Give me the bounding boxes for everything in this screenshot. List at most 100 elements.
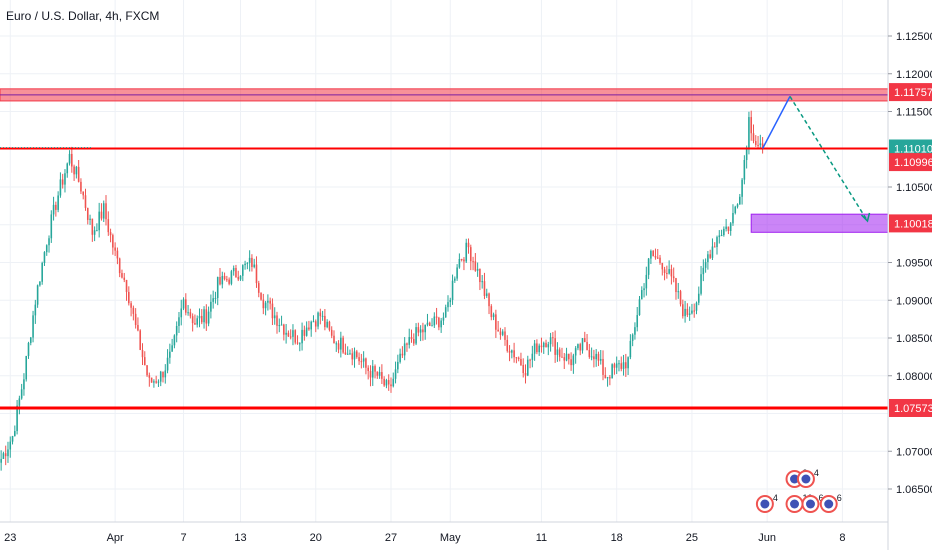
candle-body (324, 315, 326, 328)
candle-body (545, 342, 547, 348)
candle-body (757, 144, 759, 146)
candle-body (232, 267, 235, 272)
support-price-tag: 1.07573 (889, 398, 932, 417)
candle-body (611, 364, 613, 379)
candle-body (515, 357, 518, 359)
candle-body (381, 372, 383, 379)
candle-body (465, 242, 468, 262)
candle-body (666, 272, 668, 274)
candle-body (16, 405, 18, 432)
price-tick-label: 1.09500 (896, 258, 932, 270)
candle-body (695, 302, 698, 311)
candle-body (759, 143, 762, 146)
time-tick-label: 25 (686, 532, 698, 544)
candle-body (280, 324, 283, 326)
time-tick-label: 7 (180, 532, 186, 544)
secondary-price-tag-bg (889, 153, 932, 172)
candle-body (481, 281, 483, 283)
candle-body (504, 331, 506, 340)
candle-body (77, 166, 80, 182)
grid-layer (0, 0, 888, 522)
event-flag-center (801, 474, 811, 484)
candle-body (485, 293, 488, 296)
price-axis[interactable]: 1.12500 1.12000 1.11500 1.10500 1.09500 1.090… (887, 0, 932, 550)
candle-body (226, 279, 228, 281)
candle-body (248, 257, 251, 263)
candle-body (7, 449, 9, 457)
candle-body (691, 310, 693, 314)
candle-body (107, 219, 110, 233)
target-zone (750, 213, 889, 233)
candle-body (474, 261, 477, 271)
candle-body (130, 303, 132, 308)
candle-body (739, 196, 741, 205)
last-price-tag: 1.11010 (889, 139, 932, 158)
candle-body (139, 330, 142, 350)
candle-body (586, 342, 588, 351)
last-price-tag-text: 1.11010 (894, 143, 932, 155)
candle-body (57, 195, 59, 210)
candle-body (682, 304, 684, 317)
event-flag-center (760, 499, 770, 509)
candle-body (709, 254, 711, 258)
candle-body (403, 343, 406, 356)
candle-body (91, 218, 94, 235)
candle-body (0, 458, 2, 463)
candle-body (351, 353, 354, 360)
candle-body (517, 357, 520, 359)
candle-body (255, 264, 258, 284)
candle-body (625, 362, 627, 369)
candle-body (326, 321, 328, 328)
candle-body (20, 389, 23, 399)
candle-body (700, 274, 702, 294)
candle-body (221, 275, 224, 285)
candle-body (237, 276, 240, 280)
candle-body (84, 195, 87, 208)
candle-body (376, 371, 379, 376)
time-tick-label: 23 (4, 532, 16, 544)
candle-body (686, 308, 689, 315)
projection-up-leg (761, 96, 791, 149)
candle-body (155, 381, 157, 383)
candle-body (640, 290, 643, 300)
candle-body (34, 304, 37, 316)
time-tick-label: 18 (611, 532, 623, 544)
candle-body (98, 211, 100, 231)
candle-body (50, 214, 53, 239)
candle-body (679, 291, 682, 305)
candle-body (634, 327, 636, 335)
time-tick-label: 13 (234, 532, 246, 544)
candle-body (492, 314, 495, 318)
candle-body (615, 363, 618, 368)
time-axis[interactable]: 23 Apr 7 13 20 27 May 11 18 25 Jun 8 (0, 521, 888, 544)
candle-body (697, 293, 700, 303)
event-marker: 4 (796, 468, 819, 488)
time-tick-label: 8 (839, 532, 845, 544)
candle-body (344, 352, 347, 355)
candle-body (661, 262, 664, 270)
candle-body (244, 263, 246, 266)
candle-body (335, 343, 338, 345)
candle-body (604, 374, 607, 379)
candle-body (458, 259, 461, 268)
candle-body (118, 258, 121, 274)
candle-body (654, 256, 657, 258)
candle-body (246, 262, 249, 264)
candle-body (68, 153, 71, 164)
candle-body (447, 302, 449, 308)
time-tick-label: Apr (107, 532, 124, 544)
time-tick-label: 11 (536, 532, 547, 544)
price-tick-label: 1.12000 (896, 69, 932, 81)
zones-layer (0, 88, 889, 233)
candle-body (531, 353, 534, 360)
candle-body (148, 375, 151, 378)
candle-body (526, 359, 529, 376)
candle-body (150, 377, 153, 383)
candle-body (599, 358, 602, 361)
candle-body (743, 160, 746, 180)
candle-body (134, 313, 137, 325)
candle-body (196, 318, 199, 325)
candle-body (66, 163, 69, 174)
